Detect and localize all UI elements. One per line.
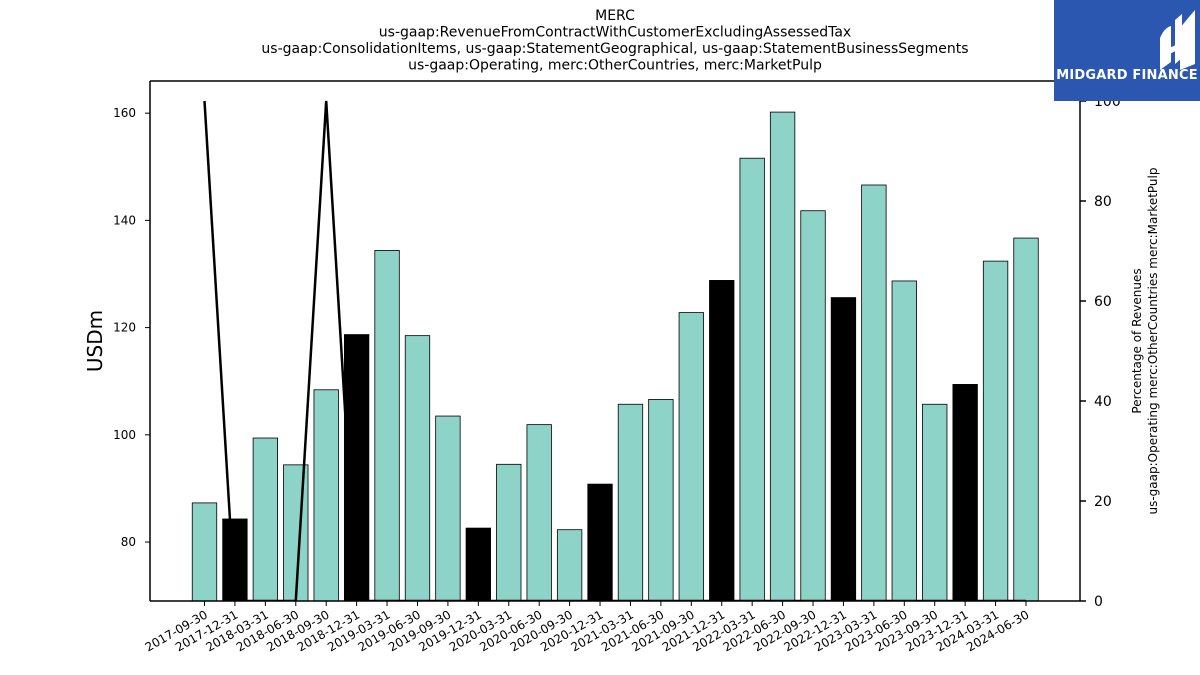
bars [191,111,1039,602]
title-line: MERC [595,8,635,24]
bar [800,210,826,602]
bar [982,260,1009,602]
bar [678,312,704,602]
chart-title: MERCus-gaap:RevenueFromContractWithCusto… [261,8,968,74]
y2-tick-label: 80 [1094,194,1112,210]
title-line: us-gaap:ConsolidationItems, us-gaap:Stat… [261,41,968,57]
bar [191,502,218,602]
bar [830,297,857,602]
bar [283,464,309,602]
y-tick-label: 100 [113,428,136,442]
bar [556,529,583,602]
bar [526,424,552,602]
y-tick-label: 80 [121,535,136,549]
bar [648,399,674,602]
y2-label-line: us-gaap:Operating merc:OtherCountries me… [1146,167,1160,514]
x-axis-ticks: 2017-09-302017-12-312018-03-312018-06-30… [143,601,1032,654]
y2-label-line: Percentage of Revenues [1130,268,1144,413]
bar [435,415,461,602]
y-tick-label: 140 [113,213,136,227]
logo-text: MIDGARD FINANCE [1056,68,1198,83]
bar [587,483,613,602]
bar [861,184,887,602]
logo: MIDGARD FINANCE [1054,0,1200,101]
bar [769,111,796,602]
logo-mark-icon [1160,10,1195,70]
y-tick-label: 160 [113,106,136,120]
y2-tick-label: 40 [1094,394,1112,410]
title-line: us-gaap:Operating, merc:OtherCountries, … [408,58,822,74]
bar [922,403,948,602]
y-axis-label: USDm [83,310,107,372]
title-line: us-gaap:RevenueFromContractWithCustomerE… [379,25,851,41]
bar [891,280,917,602]
bar [374,249,400,602]
bar [952,384,978,602]
y2-tick-label: 20 [1094,494,1112,510]
bar [709,280,735,602]
bar [465,527,491,602]
bar [739,157,765,602]
bar [313,389,339,602]
bar [1013,237,1039,602]
axes [149,80,1081,602]
percentage-line [203,100,1026,601]
percentage-line-group [203,100,1026,601]
y-tick-label: 120 [113,321,136,335]
bar [404,335,431,602]
y-axis-ticks: 80 100 120 140 160 [113,106,150,549]
y2-tick-label: 0 [1094,594,1103,610]
bar [617,403,644,602]
y2-axis-label: Percentage of Revenues us-gaap:Operating … [1130,167,1160,514]
bar [496,463,522,602]
bar [252,437,279,602]
y2-tick-label: 60 [1094,294,1112,310]
